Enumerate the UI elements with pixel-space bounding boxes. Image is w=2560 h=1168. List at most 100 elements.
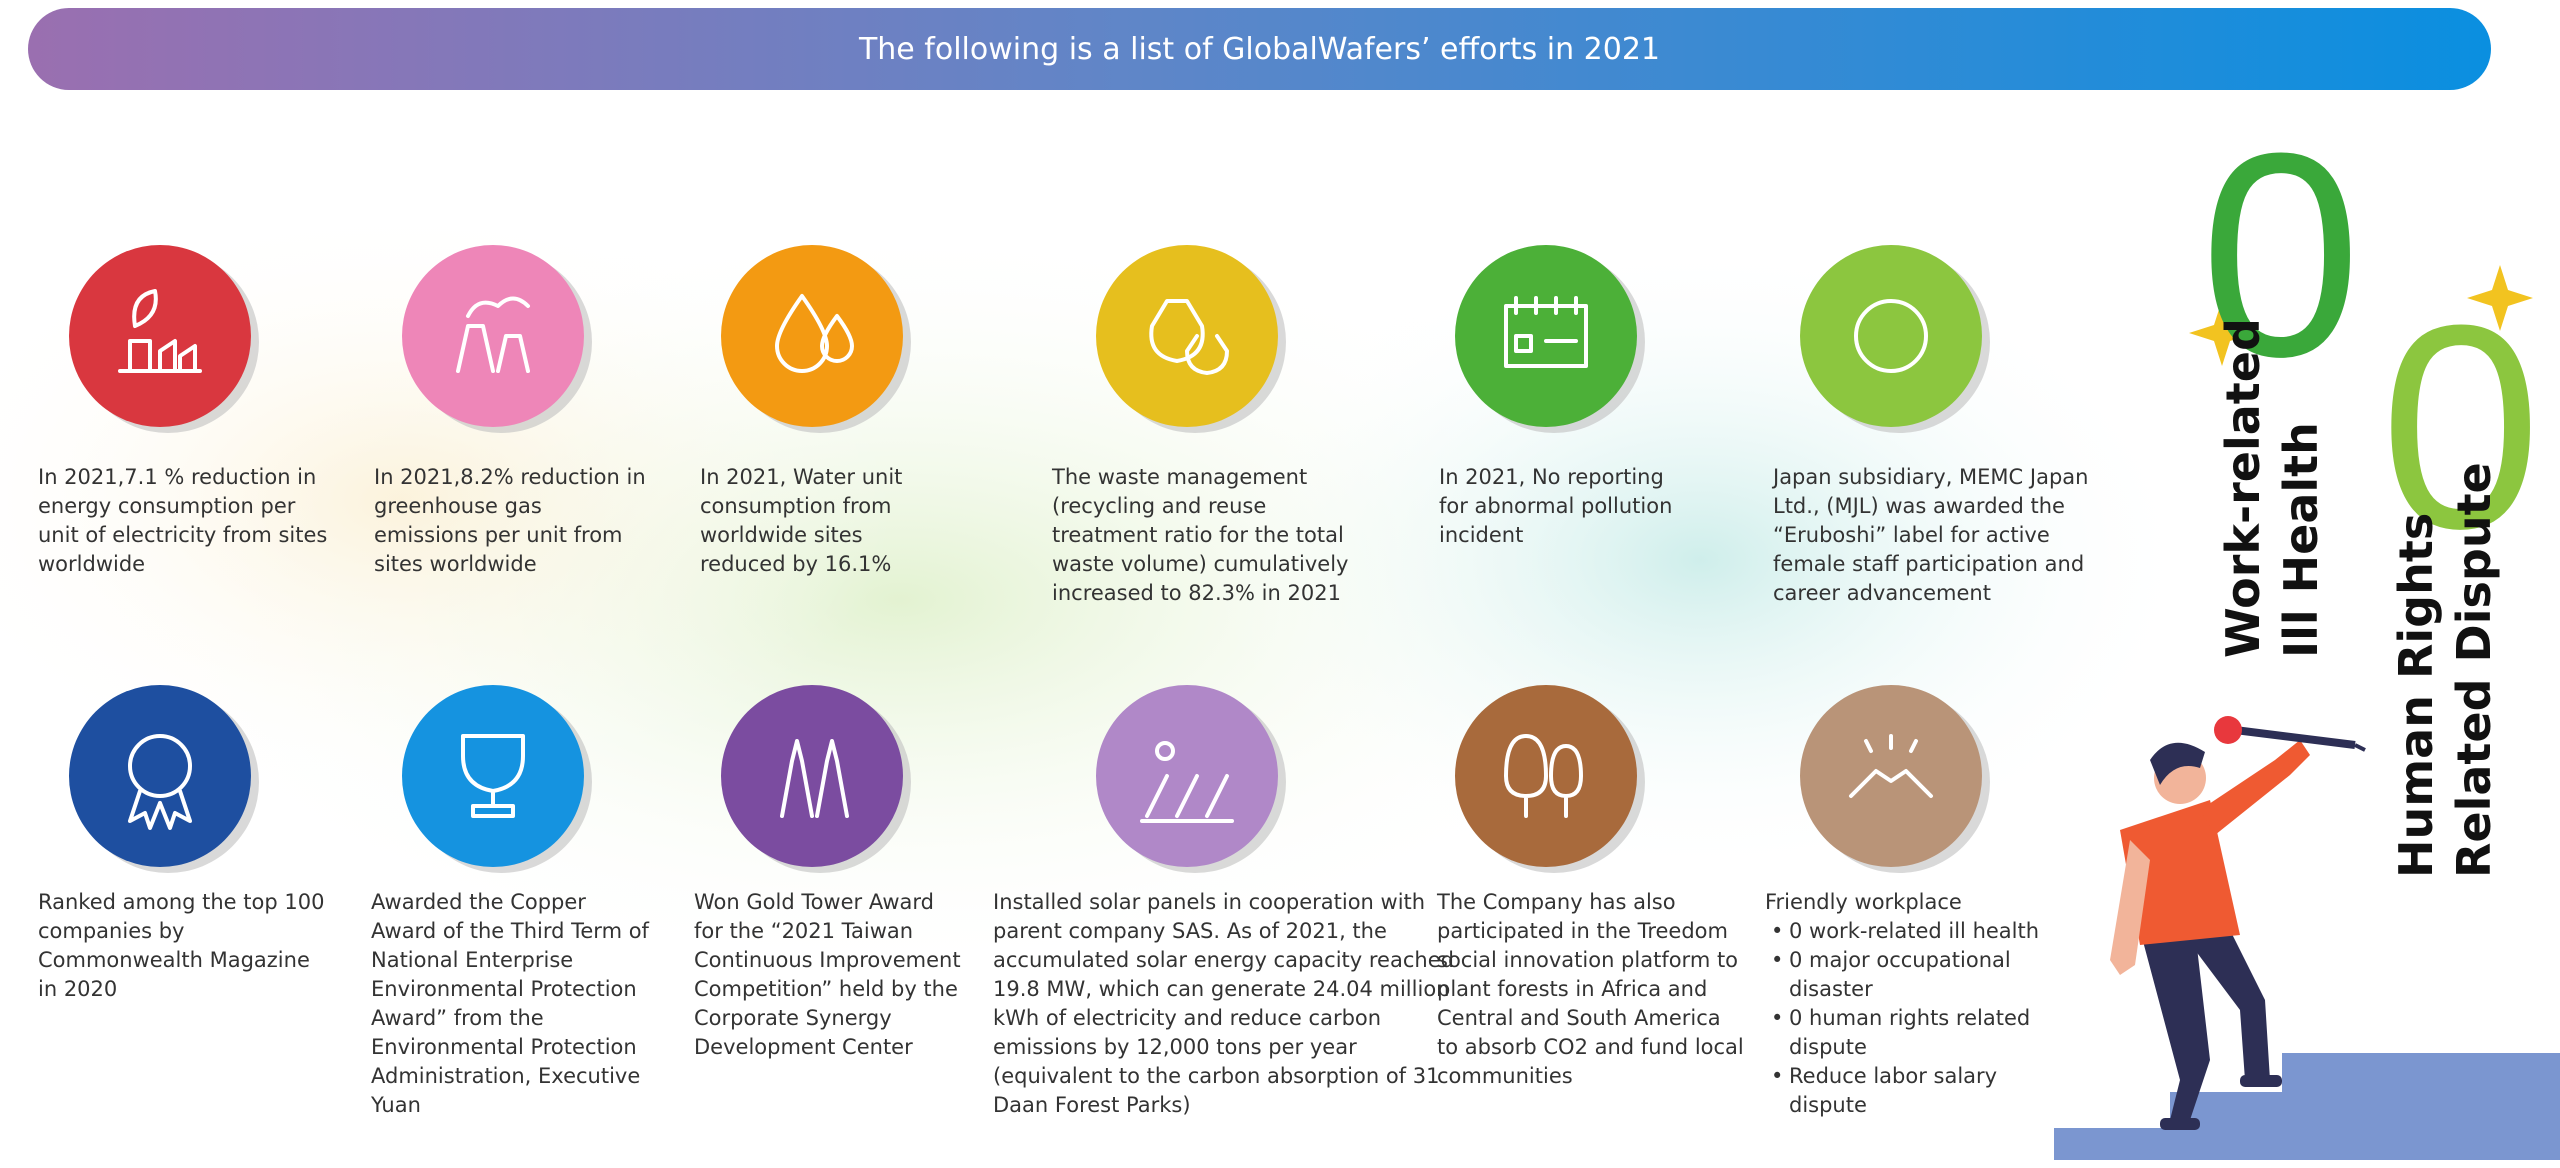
text-line: treatment ratio for the total xyxy=(1052,523,1344,547)
icon xyxy=(1140,741,1234,823)
stat-label-line: Work-related xyxy=(2216,318,2270,658)
text-line: Awarded the Copper xyxy=(371,890,586,914)
text-line: The waste management xyxy=(1052,465,1308,489)
item-text: Awarded the Copper Award of the Third Ter… xyxy=(371,888,649,1120)
text-line: consumption from xyxy=(700,494,892,518)
text-line: dispute xyxy=(1789,1035,1867,1059)
icon-circle xyxy=(721,245,903,427)
text-line: Won Gold Tower Award xyxy=(694,890,934,914)
text-line: Ranked among the top 100 xyxy=(38,890,325,914)
text-line: sites worldwide xyxy=(374,552,537,576)
item-text: In 2021, No reporting for abnormal pollut… xyxy=(1439,463,1672,550)
text-line: Reduce labor salary xyxy=(1789,1064,1998,1088)
text-line: accumulated solar energy capacity reache… xyxy=(993,948,1454,972)
text-line: Development Center xyxy=(694,1035,913,1059)
text-line: kWh of electricity and reduce carbon xyxy=(993,1006,1382,1030)
text-line: Yuan xyxy=(371,1093,421,1117)
icon xyxy=(1849,734,1933,798)
text-line: (recycling and reuse xyxy=(1052,494,1267,518)
text-line: Commonwealth Magazine xyxy=(38,948,310,972)
bullet-item: 0 human rights related dispute xyxy=(1765,1004,2039,1062)
text-line: social innovation platform to xyxy=(1437,948,1739,972)
text-line: “Eruboshi” label for active xyxy=(1773,523,2050,547)
item-text: The Company has also participated in the … xyxy=(1437,888,1744,1091)
text-line: Award of the Third Term of xyxy=(371,919,649,943)
text-line: waste volume) cumulatively xyxy=(1052,552,1349,576)
stairs xyxy=(2054,1053,2560,1160)
text-line: communities xyxy=(1437,1064,1573,1088)
text-line: Environmental Protection xyxy=(371,1035,637,1059)
bullet-item: 0 major occupational disaster xyxy=(1765,946,2039,1004)
icon-circle xyxy=(1096,685,1278,867)
sparkle xyxy=(2189,300,2255,366)
header-title: The following is a list of GlobalWafers’… xyxy=(28,8,2491,90)
icon-circle xyxy=(1455,245,1637,427)
icon xyxy=(1504,296,1588,368)
text-line: In 2021, Water unit xyxy=(700,465,903,489)
text-line: unit of electricity from sites xyxy=(38,523,328,547)
text-line: National Enterprise xyxy=(371,948,574,972)
stat-value: 0 xyxy=(2200,93,2362,417)
text-line: (equivalent to the carbon absorption of … xyxy=(993,1064,1440,1088)
icon xyxy=(461,734,525,818)
item-text: In 2021,7.1 % reduction in energy consump… xyxy=(38,463,327,579)
item-text: Japan subsidiary, MEMC Japan Ltd., (MJL) … xyxy=(1773,463,2088,608)
text-line: parent company SAS. As of 2021, the xyxy=(993,919,1387,943)
sparkle xyxy=(2467,265,2533,331)
icon-circle xyxy=(402,685,584,867)
icon xyxy=(1854,299,1928,373)
item-text: In 2021,8.2% reduction in greenhouse gas e… xyxy=(374,463,646,579)
icon xyxy=(1149,299,1229,375)
text-line: increased to 82.3% in 2021 xyxy=(1052,581,1341,605)
text-line: for abnormal pollution xyxy=(1439,494,1673,518)
text-line: dispute xyxy=(1789,1093,1867,1117)
text-line: incident xyxy=(1439,523,1524,547)
stat-label: Work-related Ill Health xyxy=(2214,318,2330,658)
icon-circle xyxy=(69,245,251,427)
text-line: In 2021, No reporting xyxy=(1439,465,1664,489)
icon xyxy=(118,289,202,373)
text-line: participated in the Treedom xyxy=(1437,919,1728,943)
text-line: In 2021,8.2% reduction in xyxy=(374,465,646,489)
text-line: in 2020 xyxy=(38,977,118,1001)
icon xyxy=(1504,734,1583,818)
item-text: Won Gold Tower Award for the “2021 Taiwan… xyxy=(694,888,961,1062)
text-line: female staff participation and xyxy=(1773,552,2085,576)
icon-circle xyxy=(69,685,251,867)
text-line: 19.8 MW, which can generate 24.04 millio… xyxy=(993,977,1450,1001)
stat-label-line: Ill Health xyxy=(2274,422,2328,658)
stat-value: 0 xyxy=(2380,265,2542,589)
text-line: The Company has also xyxy=(1437,890,1676,914)
text-line: companies by xyxy=(38,919,185,943)
text-line: plant forests in Africa and xyxy=(1437,977,1708,1001)
text-line: Competition” held by the xyxy=(694,977,958,1001)
text-line: Daan Forest Parks) xyxy=(993,1093,1191,1117)
item-text: In 2021, Water unit consumption from world… xyxy=(700,463,902,579)
text-line: energy consumption per xyxy=(38,494,296,518)
text-line: career advancement xyxy=(1773,581,1991,605)
text-line: 0 work-related ill health xyxy=(1789,919,2040,943)
bullet-item: Reduce labor salary dispute xyxy=(1765,1062,2039,1120)
item-text: Installed solar panels in cooperation wi… xyxy=(993,888,1454,1120)
text-line: emissions per unit from xyxy=(374,523,623,547)
text-line: emissions by 12,000 tons per year xyxy=(993,1035,1357,1059)
icon-circle xyxy=(1800,245,1982,427)
text-line: Corporate Synergy xyxy=(694,1006,892,1030)
text-line: Administration, Executive xyxy=(371,1064,641,1088)
text-line: 0 human rights related xyxy=(1789,1006,2031,1030)
bullet-item: 0 work-related ill health xyxy=(1765,917,2039,946)
item-text: Friendly workplace 0 work-related ill hea… xyxy=(1765,888,2039,1120)
icon-circle xyxy=(1800,685,1982,867)
stat-label-line: Related Dispute xyxy=(2447,462,2501,878)
icon xyxy=(775,294,854,373)
text-line: Central and South America xyxy=(1437,1006,1721,1030)
text-line: Japan subsidiary, MEMC Japan xyxy=(1773,465,2089,489)
text-line: Installed solar panels in cooperation wi… xyxy=(993,890,1426,914)
icon-circle xyxy=(721,685,903,867)
item-text: Ranked among the top 100 companies by Comm… xyxy=(38,888,324,1004)
stat-label-line: Human Rights xyxy=(2389,512,2443,878)
icon xyxy=(780,739,849,818)
text-line: worldwide xyxy=(38,552,146,576)
text-line: Friendly workplace xyxy=(1765,890,1962,914)
